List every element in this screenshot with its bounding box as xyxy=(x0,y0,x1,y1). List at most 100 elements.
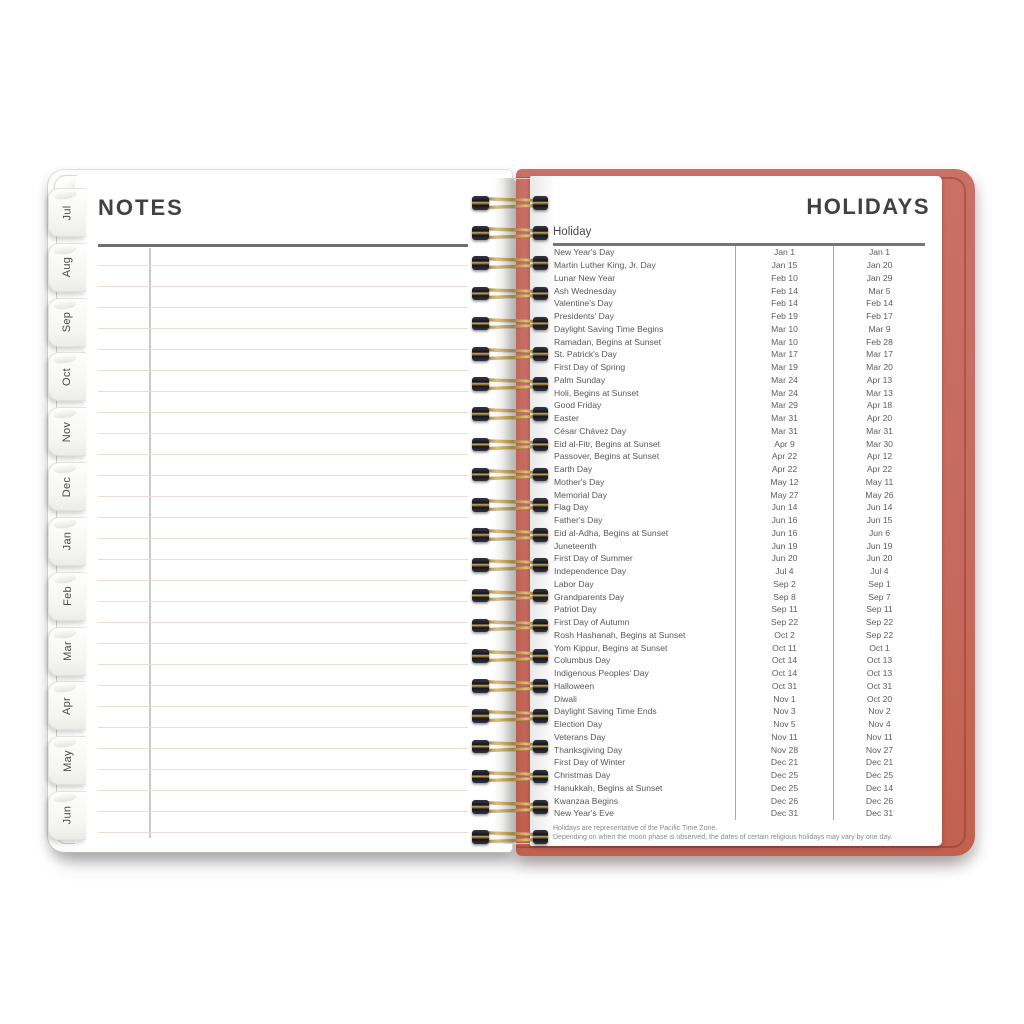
holiday-name: Eid al-Fitr, Begins at Sunset xyxy=(554,438,661,449)
wire-cap-right xyxy=(533,558,548,572)
month-tab-oct[interactable]: Oct xyxy=(48,352,86,402)
wire-cap-left xyxy=(472,407,489,421)
month-tab-jul[interactable]: Jul xyxy=(48,188,86,237)
table-row: First Day of Winter Dec 21 Dec 21 xyxy=(553,756,925,769)
ruled-line xyxy=(98,286,468,287)
holiday-name: Good Friday xyxy=(554,400,602,411)
table-row: Martin Luther King, Jr. Day Jan 15 Jan 20 xyxy=(553,258,925,272)
holiday-name: Rosh Hashanah, Begins at Sunset xyxy=(554,629,686,640)
wire-cap-right xyxy=(533,407,548,421)
month-tab-label: Feb xyxy=(61,586,74,607)
month-tab-apr[interactable]: Apr xyxy=(48,681,86,731)
table-row: Thanksgiving Day Nov 28 Nov 27 xyxy=(553,743,925,756)
holiday-name: Martin Luther King, Jr. Day xyxy=(554,260,656,271)
holiday-date-col2: Apr 22 xyxy=(833,462,925,476)
wire-cap-right xyxy=(533,769,548,784)
table-row: Easter Mar 31 Apr 20 xyxy=(553,411,925,425)
wire xyxy=(480,475,540,481)
table-row: Labor Day Sep 2 Sep 1 xyxy=(553,577,925,591)
ruled-line xyxy=(98,790,468,791)
holiday-name: New Year's Eve xyxy=(554,808,614,819)
notes-header-rule xyxy=(98,244,468,247)
month-tab-aug[interactable]: Aug xyxy=(48,242,86,292)
month-tab-may[interactable]: May xyxy=(48,736,86,786)
footnote-line: Holidays are representative of the Pacif… xyxy=(553,825,718,832)
month-tab-dec[interactable]: Dec xyxy=(48,462,86,512)
month-tab-jun[interactable]: Jun xyxy=(48,790,86,840)
binding-loop xyxy=(472,769,548,784)
month-tab-rail: Jul Aug Sep Oct Nov Dec Jan Feb Mar Apr May Jun xyxy=(48,188,86,840)
holiday-name: Earth Day xyxy=(554,464,593,475)
holiday-date-col2: Apr 20 xyxy=(833,411,925,425)
wire-cap-right xyxy=(533,377,548,391)
table-row: Flag Day Jun 14 Jun 14 xyxy=(553,501,925,514)
ruled-line xyxy=(98,559,468,560)
wire xyxy=(480,686,540,692)
table-row: St. Patrick's Day Mar 17 Mar 17 xyxy=(553,348,925,361)
month-tab-feb[interactable]: Feb xyxy=(48,571,86,621)
holiday-name: Mother's Day xyxy=(554,476,605,487)
wire-cap-right xyxy=(533,618,548,633)
month-tab-nov[interactable]: Nov xyxy=(48,407,86,457)
month-tab-mar[interactable]: Mar xyxy=(48,626,86,676)
binding-loop xyxy=(472,316,548,331)
holiday-date-col1: Dec 21 xyxy=(735,756,833,769)
table-row: Columbus Day Oct 14 Oct 13 xyxy=(553,654,925,667)
holiday-date-col2: May 26 xyxy=(833,488,925,501)
table-row: Patriot Day Sep 11 Sep 11 xyxy=(553,603,925,616)
holiday-date-col1: Feb 19 xyxy=(735,309,833,323)
notes-page: NOTES xyxy=(75,174,512,848)
wire xyxy=(480,777,540,783)
wire-cap-left xyxy=(472,739,489,754)
holiday-name: Grandparents Day xyxy=(554,591,625,602)
holiday-date-col2: Oct 1 xyxy=(833,641,925,654)
month-tab-jan[interactable]: Jan xyxy=(48,516,86,566)
holiday-date-col1: Jun 16 xyxy=(735,526,833,540)
table-row: Rosh Hashanah, Begins at Sunset Oct 2 Sep … xyxy=(553,628,925,642)
holiday-name: Yom Kippur, Begins at Sunset xyxy=(554,642,668,653)
holiday-date-col1: Oct 14 xyxy=(735,654,833,667)
month-tab-label: Jan xyxy=(61,532,74,551)
wire xyxy=(480,317,540,323)
ruled-line xyxy=(98,622,468,623)
holiday-date-col1: Apr 22 xyxy=(735,450,833,463)
wire xyxy=(480,294,540,299)
holiday-date-col1: Jun 19 xyxy=(735,539,833,552)
month-tab-sep[interactable]: Sep xyxy=(48,297,86,347)
table-row: New Year's Day Jan 1 Jan 1 xyxy=(553,246,925,259)
ruled-line xyxy=(98,538,468,539)
holiday-name: Veterans Day xyxy=(554,731,606,742)
table-row: Earth Day Apr 22 Apr 22 xyxy=(553,462,925,476)
holiday-name: Indigenous Peoples' Day xyxy=(554,668,649,679)
month-tab-label: May xyxy=(61,749,74,772)
table-row: Yom Kippur, Begins at Sunset Oct 11 Oct 1 xyxy=(553,641,925,654)
table-row: Kwanzaa Begins Dec 26 Dec 26 xyxy=(553,794,925,807)
holiday-date-col2: Jul 4 xyxy=(833,564,925,578)
holiday-date-col1: Dec 31 xyxy=(735,807,833,820)
table-row: New Year's Eve Dec 31 Dec 31 xyxy=(553,807,925,820)
holiday-date-col1: Nov 5 xyxy=(735,717,833,731)
holiday-date-col2: Oct 31 xyxy=(833,679,925,693)
wire-cap-left xyxy=(472,286,489,301)
ruled-line xyxy=(98,601,468,602)
wire xyxy=(480,445,540,450)
holiday-name: Hanukkah, Begins at Sunset xyxy=(554,782,663,793)
binding-loop xyxy=(472,377,548,391)
ruled-line xyxy=(98,454,468,455)
table-row: Presidents' Day Feb 19 Feb 17 xyxy=(553,309,925,323)
holiday-date-col1: Nov 28 xyxy=(735,743,833,756)
ruled-line xyxy=(98,580,468,581)
ruled-line xyxy=(98,412,468,413)
wire-cap-right xyxy=(533,649,548,663)
holiday-name: Valentine's Day xyxy=(554,298,613,309)
wire-cap-right xyxy=(533,588,548,603)
wire-cap-right xyxy=(533,467,548,482)
table-row: César Chávez Day Mar 31 Mar 31 xyxy=(553,424,925,438)
holiday-date-col1: Dec 26 xyxy=(735,794,833,807)
holiday-date-col2: May 11 xyxy=(833,475,925,489)
table-row: Holi, Begins at Sunset Mar 24 Mar 13 xyxy=(553,386,925,399)
table-row: Valentine's Day Feb 14 Feb 14 xyxy=(553,297,925,310)
holiday-name: Christmas Day xyxy=(554,770,611,781)
holiday-date-col2: Apr 12 xyxy=(833,450,925,463)
ruled-line xyxy=(98,433,468,434)
